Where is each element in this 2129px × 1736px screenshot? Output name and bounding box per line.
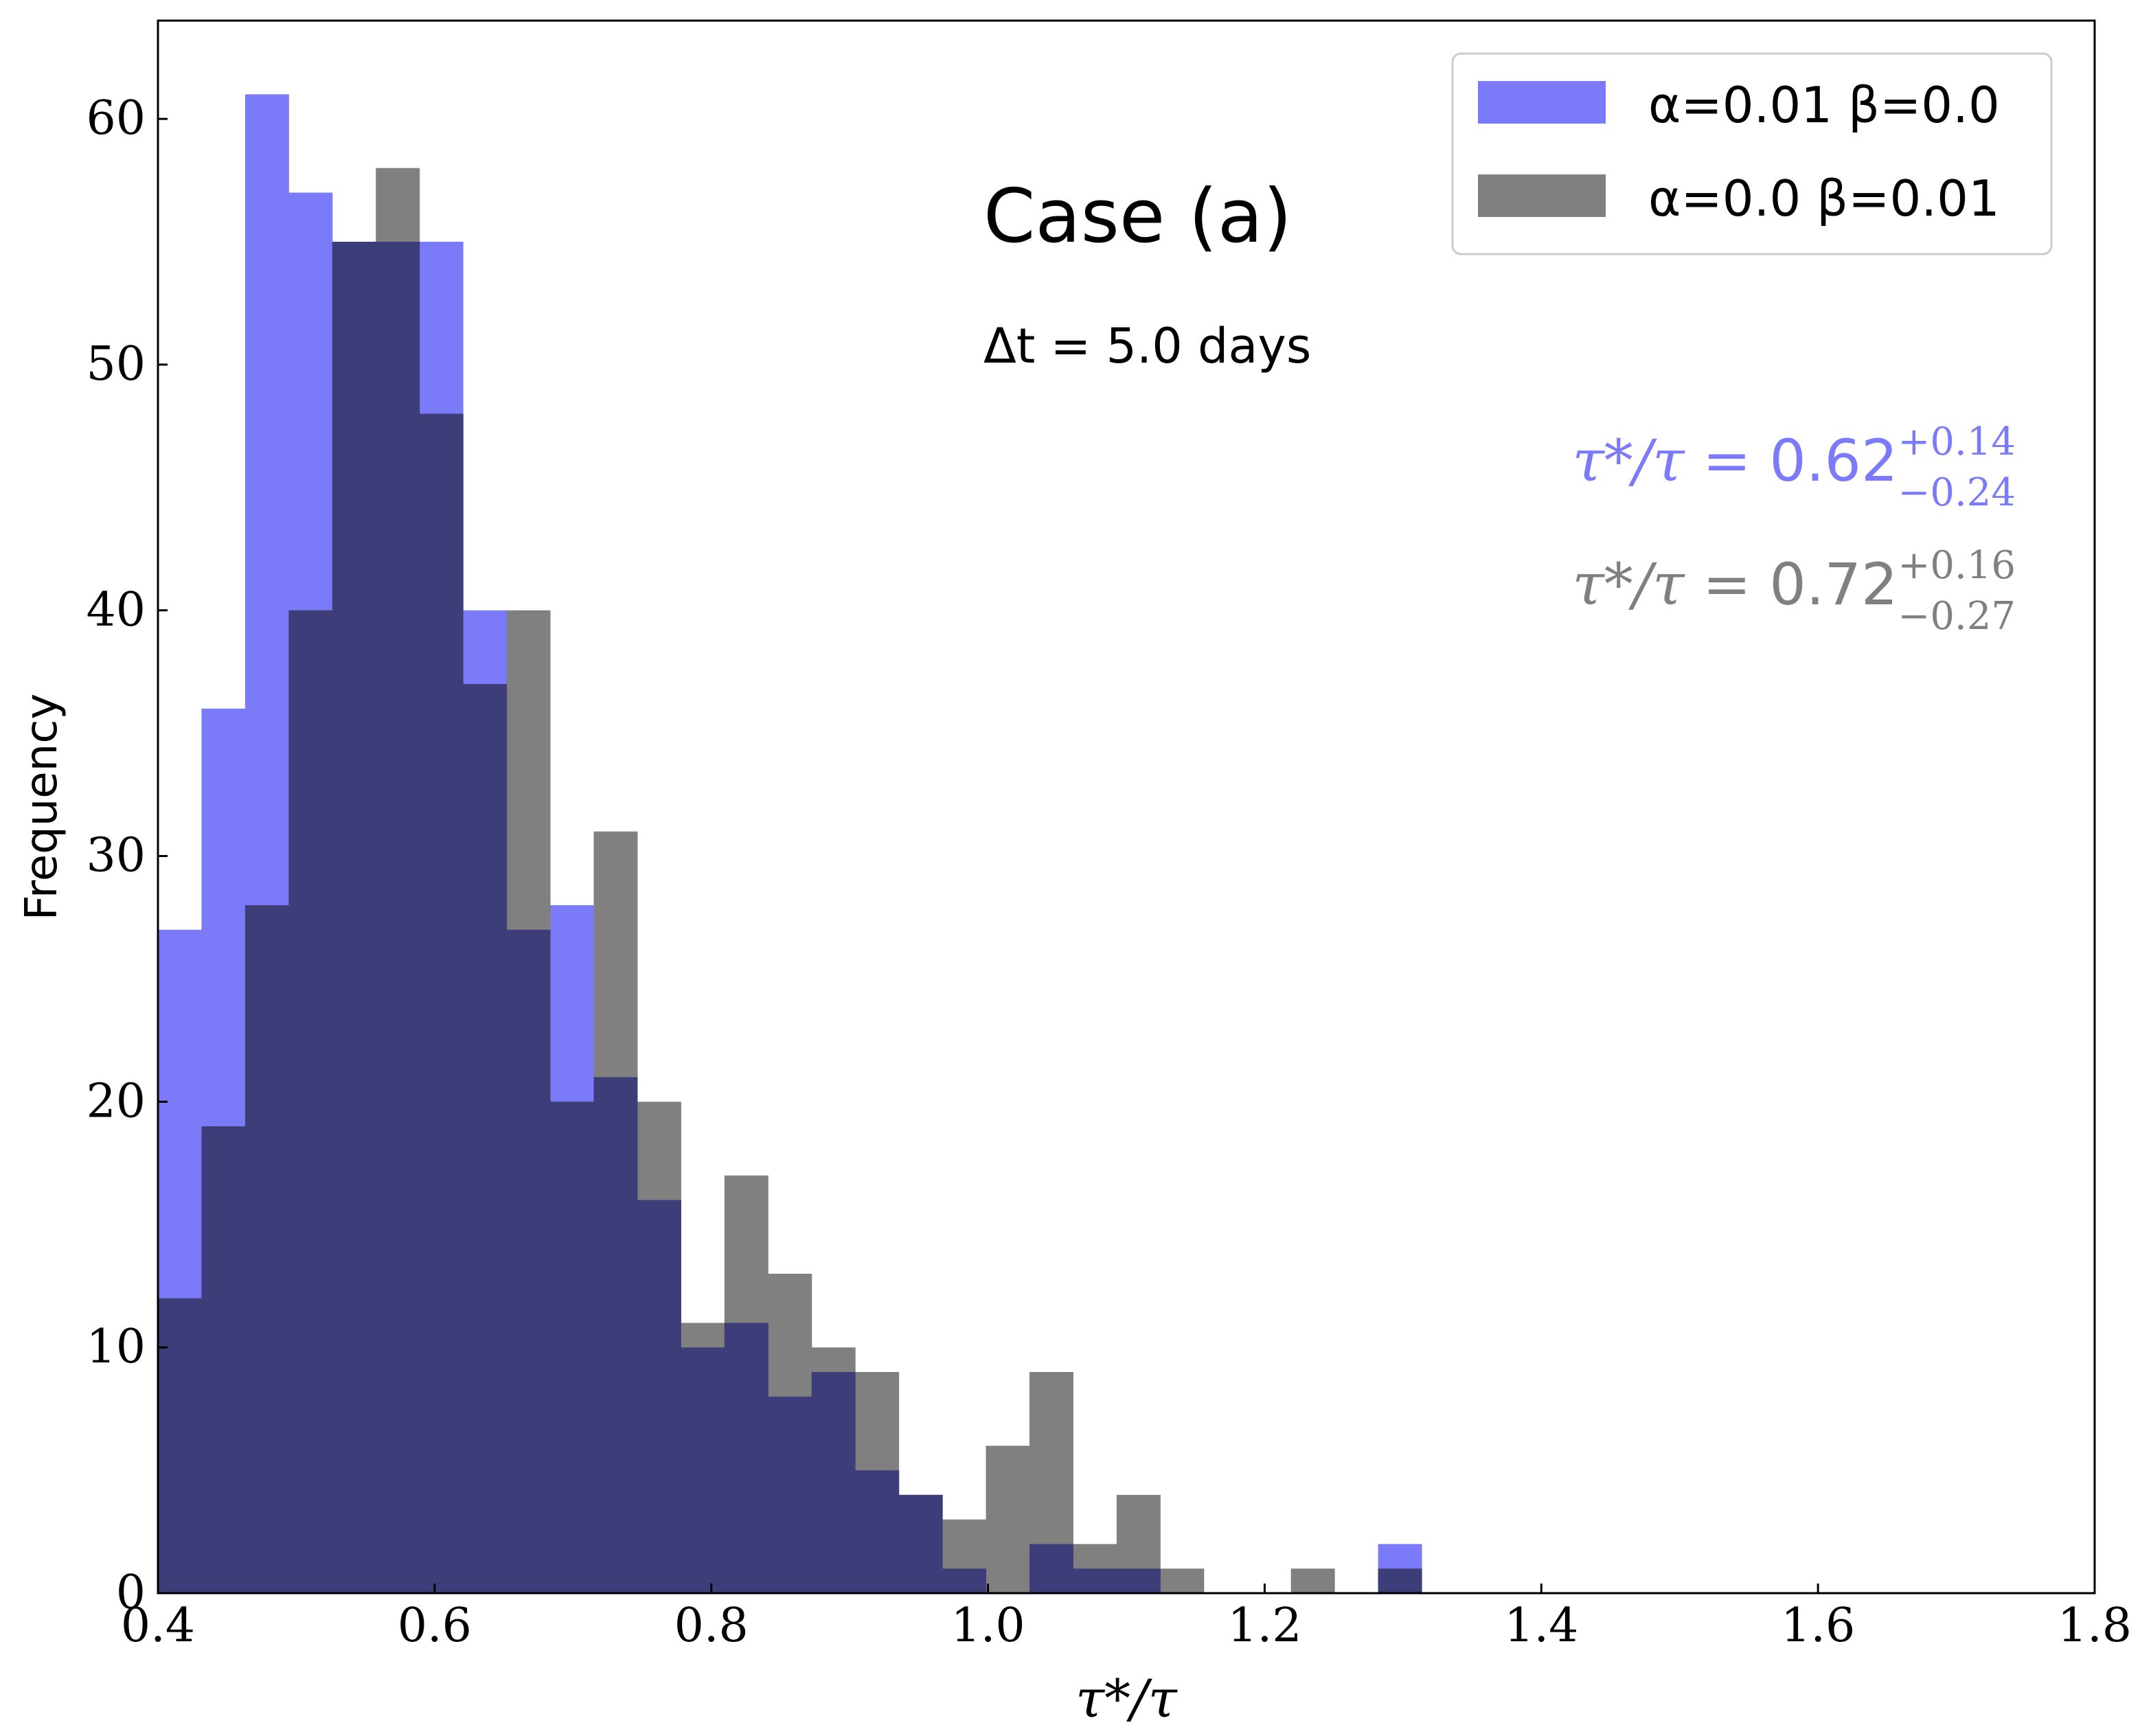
annotation-upper-error: +0.14 (1898, 420, 2016, 464)
x-tick-label: 1.6 (1781, 1599, 1855, 1653)
annotation-prefix: τ*/τ = (1572, 427, 1769, 494)
bar-overlap (811, 1371, 856, 1593)
bar-overlap (419, 413, 464, 1593)
x-tick-label: 1.8 (2058, 1599, 2129, 1653)
bar-overlap (550, 1101, 594, 1593)
legend-swatch-series-0 (1478, 81, 1606, 124)
y-tick-label: 20 (86, 1074, 146, 1128)
y-axis-label: Frequency (16, 694, 67, 921)
bar-overlap (724, 1323, 769, 1593)
annotation-1: τ*/τ = 0.72+0.16 (1572, 543, 2016, 618)
y-tick-label: 50 (86, 337, 146, 391)
annotation-value: 0.62 (1769, 427, 1898, 494)
bar-overlap (244, 905, 289, 1593)
annotation-prefix: τ*/τ = (1572, 551, 1769, 618)
bar-overlap (201, 1126, 246, 1593)
y-tick-label: 40 (86, 583, 146, 637)
x-tick-label: 1.4 (1504, 1599, 1578, 1653)
legend: α=0.01 β=0.0 α=0.0 β=0.01 (1451, 52, 2053, 255)
bar-overlap (1116, 1568, 1161, 1593)
chart-title: Case (a) (983, 174, 1292, 260)
y-tick-label: 30 (86, 829, 146, 883)
bar-overlap (158, 1298, 202, 1593)
bar-overlap (1378, 1568, 1422, 1593)
bar-overlap (332, 242, 376, 1593)
bar-overlap (637, 1200, 681, 1593)
annotation-value: 0.72 (1769, 551, 1898, 618)
bar-overlap (463, 684, 508, 1593)
annotation-0: τ*/τ = 0.62+0.14 (1572, 420, 2016, 494)
plot-frame (157, 19, 2096, 1595)
y-tick-label: 10 (86, 1320, 146, 1374)
annotation-lower-error: −0.24 (1898, 470, 2016, 515)
legend-swatch-series-1 (1478, 174, 1606, 217)
bar-overlap (768, 1396, 812, 1593)
bar-series-1 (986, 1446, 1030, 1593)
y-tick-label: 0 (116, 1566, 146, 1620)
legend-label-series-0: α=0.01 β=0.0 (1648, 76, 2000, 134)
bar-series-1 (1290, 1568, 1335, 1593)
bar-overlap (855, 1470, 900, 1593)
bar-overlap (1029, 1544, 1073, 1593)
y-tick-label: 60 (86, 91, 146, 146)
x-tick-label: 0.4 (121, 1599, 195, 1653)
x-tick-label: 0.8 (674, 1599, 749, 1653)
annotation-lower-error: −0.27 (1898, 594, 2016, 639)
x-tick-label: 0.6 (398, 1599, 472, 1653)
bar-overlap (506, 929, 551, 1593)
bar-overlap (942, 1568, 987, 1593)
bar-overlap (288, 610, 333, 1593)
axis-ticks: 0.4 0.6 0.8 1.0 1.2 1.4 1.6 1.8 0 10 20 30 40 50 60 (86, 91, 2129, 1653)
bar-series-1 (1160, 1568, 1205, 1593)
bar-overlap (376, 242, 420, 1593)
legend-label-series-1: α=0.0 β=0.01 (1648, 170, 2000, 227)
annotation-upper-error: +0.16 (1898, 543, 2016, 588)
bars-overlap (158, 242, 1422, 1593)
bar-overlap (898, 1494, 943, 1593)
bar-overlap (681, 1347, 725, 1593)
x-axis-label: τ*/τ (1075, 1668, 1179, 1729)
bar-overlap (593, 1077, 638, 1593)
bar-overlap (1073, 1568, 1117, 1593)
chart-subtitle: Δt = 5.0 days (983, 318, 1311, 374)
annotations: τ*/τ = 0.62+0.14−0.24τ*/τ = 0.72+0.16−0.… (1572, 420, 2016, 639)
x-tick-label: 1.2 (1227, 1599, 1301, 1653)
x-tick-label: 1.0 (950, 1599, 1025, 1653)
